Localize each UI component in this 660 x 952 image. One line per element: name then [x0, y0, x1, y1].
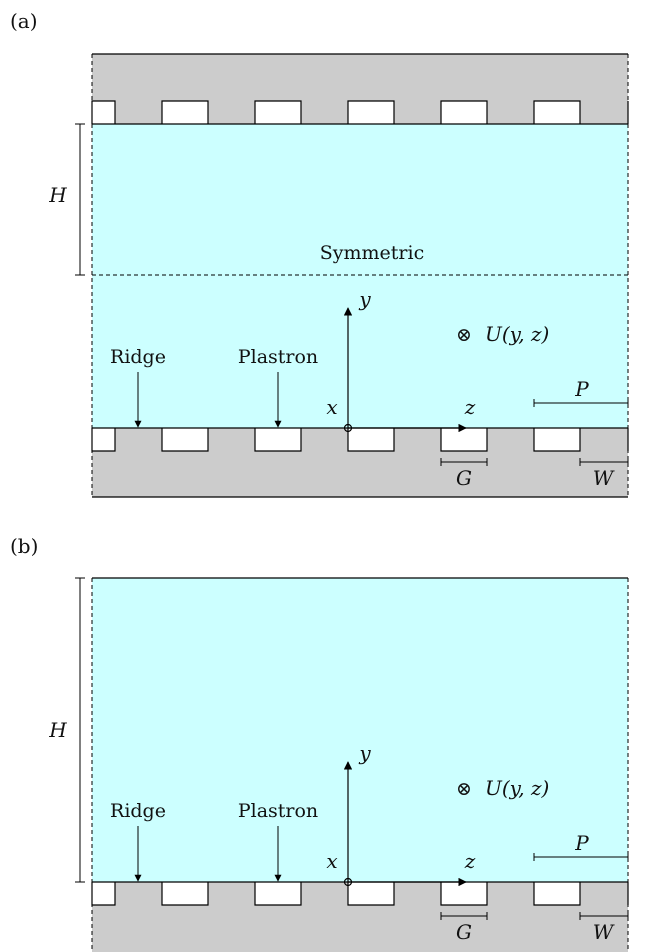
width-label: W	[593, 466, 615, 490]
bottom-plastron-cavities	[91, 428, 629, 452]
plastron-cavity	[347, 100, 395, 124]
symmetric-label: Symmetric	[320, 242, 424, 264]
height-label: H	[48, 718, 67, 742]
velocity-into-page-icon: ⊗	[456, 778, 472, 800]
plastron-cavity	[254, 882, 302, 906]
plastron-cavity	[91, 100, 116, 124]
plastron-cavity	[533, 100, 581, 124]
x-axis-origin-icon	[343, 423, 353, 433]
period-label: P	[574, 831, 589, 855]
x-axis-label: x	[326, 849, 337, 873]
plastron-cavity	[161, 428, 209, 452]
plastron-cavity	[440, 882, 488, 906]
plastron-cavity	[533, 428, 581, 452]
fluid-channel	[92, 124, 628, 428]
panel-b: (b) H Ridge Plastron	[10, 534, 629, 952]
plastron-cavity	[91, 428, 116, 452]
z-axis-label: z	[464, 395, 476, 419]
velocity-label: U(y, z)	[485, 322, 549, 346]
plastron-cavity	[347, 428, 395, 452]
period-label: P	[574, 377, 589, 401]
ridge-label: Ridge	[110, 346, 166, 368]
velocity-into-page-icon: ⊗	[456, 324, 472, 346]
ridge-label: Ridge	[110, 800, 166, 822]
panel-a-label: (a)	[10, 9, 38, 33]
y-axis-label: y	[358, 741, 371, 765]
plastron-cavity	[91, 882, 116, 906]
top-plastron-cavities	[91, 100, 629, 124]
z-axis-label: z	[464, 849, 476, 873]
width-label: W	[593, 920, 615, 944]
plastron-cavity	[254, 428, 302, 452]
panel-a: (a) Symmetric H	[10, 9, 629, 498]
plastron-label: Plastron	[238, 346, 318, 368]
x-axis-origin-icon	[343, 877, 353, 887]
plastron-cavity	[254, 100, 302, 124]
height-label: H	[48, 183, 67, 207]
panel-b-label: (b)	[10, 534, 38, 558]
plastron-cavity	[347, 882, 395, 906]
y-axis-label: y	[358, 287, 371, 311]
fluid-channel	[92, 578, 628, 882]
gap-label: G	[456, 466, 472, 490]
plastron-cavity	[533, 882, 581, 906]
velocity-label: U(y, z)	[485, 776, 549, 800]
plastron-cavity	[161, 882, 209, 906]
plastron-cavity	[440, 100, 488, 124]
x-axis-label: x	[326, 395, 337, 419]
plastron-cavity	[161, 100, 209, 124]
plastron-cavity	[440, 428, 488, 452]
gap-label: G	[456, 920, 472, 944]
plastron-label: Plastron	[238, 800, 318, 822]
bottom-plastron-cavities	[91, 882, 629, 906]
